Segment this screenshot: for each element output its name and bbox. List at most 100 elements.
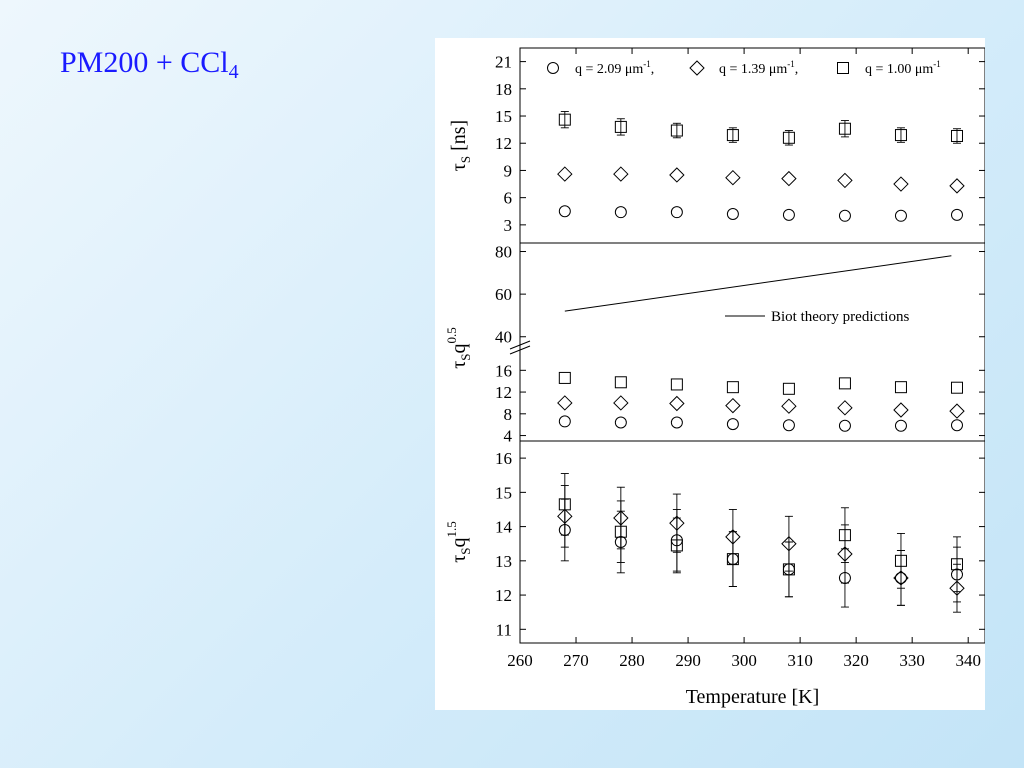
middle-diamond-point-1 (613, 395, 629, 411)
middle-circle-point-7 (950, 419, 963, 432)
bottom-ytick-15-label: 15 (495, 483, 512, 502)
middle-diamond-point-3 (725, 397, 741, 414)
xtick-340-label: 340 (955, 651, 981, 670)
top-circle-point-4 (782, 208, 795, 221)
middle-diamond-point-7 (949, 403, 965, 419)
top-square-point-7 (950, 129, 963, 142)
bottom-series-circle (558, 498, 963, 608)
legend-label-circle: q = 2.09 μm-1, (575, 59, 654, 77)
bottom-series-diamond (557, 485, 965, 613)
bottom-series-square (558, 473, 963, 598)
middle-series-square (558, 371, 963, 395)
top-diamond-point-6 (893, 176, 909, 192)
middle-square-point-5 (838, 377, 851, 390)
middle-ytick-60-label: 60 (495, 285, 512, 304)
middle-diamond-point-2 (669, 395, 685, 412)
top-circle-point-7 (950, 208, 963, 221)
bottom-square-point-7 (950, 558, 963, 571)
middle-ytick-12-label: 12 (495, 383, 512, 402)
top-ytick-9-label: 9 (504, 161, 513, 180)
bottom-ytick-11-label: 11 (496, 620, 512, 639)
middle-ytick-80-label: 80 (495, 243, 512, 262)
biot-theory-line (564, 255, 952, 312)
xtick-320-label: 320 (843, 651, 869, 670)
top-series-circle (558, 205, 963, 222)
top-circle-point-3 (726, 207, 739, 220)
top-diamond-point-2 (669, 167, 685, 183)
bottom-ytick-13-label: 13 (495, 552, 512, 571)
xtick-310-label: 310 (787, 651, 813, 670)
biot-legend-label: Biot theory predictions (771, 309, 909, 325)
top-ytick-21-label: 21 (495, 53, 512, 72)
middle-circle-point-6 (894, 419, 907, 432)
bottom-ytick-12-label: 12 (495, 586, 512, 605)
top-circle-point-6 (894, 209, 907, 222)
middle-square-point-3 (726, 381, 739, 394)
tau-vs-temperature-chart: 3 6 9 12 15 18 21 τS [ns] q = 2.09 μm-1, q = 1.39… (444, 47, 985, 708)
top-square-point-5 (838, 122, 851, 135)
middle-series-diamond (557, 395, 965, 419)
top-square-point-6 (894, 129, 907, 142)
middle-ytick-16-label: 16 (495, 361, 512, 380)
bottom-square-point-3 (726, 553, 739, 566)
middle-circle-point-5 (838, 419, 851, 432)
bottom-square-point-4 (782, 563, 795, 576)
xtick-290-label: 290 (675, 651, 701, 670)
top-ytick-6-label: 6 (504, 189, 513, 208)
middle-square-point-7 (950, 381, 963, 394)
top-series-square (558, 111, 963, 146)
middle-square-point-1 (614, 376, 627, 389)
top-circle-point-5 (838, 209, 851, 222)
bottom-ytick-16-label: 16 (495, 449, 512, 468)
middle-square-point-4 (782, 382, 795, 395)
top-ytick-12-label: 12 (495, 134, 512, 153)
top-square-point-1 (614, 120, 627, 133)
top-square-point-2 (670, 124, 683, 137)
top-diamond-point-0 (557, 166, 573, 182)
middle-ytick-4-label: 4 (504, 427, 513, 446)
slide-title: PM200 + CCl4 (60, 46, 239, 84)
top-diamond-point-4 (781, 170, 797, 187)
figure-panel: 3 6 9 12 15 18 21 τS [ns] q = 2.09 μm-1, q = 1.39… (435, 38, 985, 710)
middle-square-point-2 (670, 378, 683, 391)
legend-marker-diamond (689, 60, 705, 76)
middle-diamond-point-6 (893, 402, 909, 418)
axis-break-mark-upper (509, 340, 531, 350)
middle-circle-point-2 (670, 416, 683, 429)
xtick-330-label: 330 (899, 651, 925, 670)
top-square-point-3 (726, 129, 739, 142)
bottom-square-point-0 (558, 498, 571, 511)
middle-square-point-0 (558, 371, 571, 384)
axis-break-mark-lower (509, 345, 531, 355)
legend-entry-square: q = 1.00 μm-1 (837, 59, 941, 77)
top-circle-point-0 (558, 205, 571, 218)
middle-circle-point-0 (558, 415, 571, 428)
top-diamond-point-1 (613, 166, 629, 182)
middle-circle-point-4 (782, 419, 795, 432)
middle-circle-point-1 (614, 416, 627, 429)
bottom-square-point-6 (894, 554, 907, 567)
x-axis-label: Temperature [K] (686, 686, 820, 708)
xtick-260-label: 260 (507, 651, 533, 670)
top-ytick-3-label: 3 (504, 216, 513, 235)
plot-frame (519, 47, 985, 644)
middle-ytick-40-label: 40 (495, 328, 512, 347)
top-ytick-18-label: 18 (495, 80, 512, 99)
top-ytick-15-label: 15 (495, 107, 512, 126)
middle-ytick-8-label: 8 (504, 405, 513, 424)
bottom-ytick-14-label: 14 (495, 518, 513, 537)
middle-diamond-point-4 (781, 398, 797, 414)
top-y-axis-label: τS [ns] (448, 120, 473, 171)
middle-diamond-point-5 (837, 400, 853, 416)
middle-circle-point-3 (726, 418, 739, 431)
middle-square-point-6 (894, 381, 907, 394)
bottom-square-point-2 (670, 539, 683, 552)
legend-entry-diamond: q = 1.39 μm-1, (689, 59, 798, 77)
top-diamond-point-3 (725, 169, 741, 186)
legend-label-square: q = 1.00 μm-1 (865, 59, 941, 77)
bottom-square-point-1 (614, 525, 627, 538)
bottom-square-point-5 (838, 529, 851, 542)
middle-diamond-point-0 (557, 395, 573, 411)
top-square-point-4 (782, 131, 795, 144)
slide-title-main: PM200 + CCl (60, 46, 229, 79)
